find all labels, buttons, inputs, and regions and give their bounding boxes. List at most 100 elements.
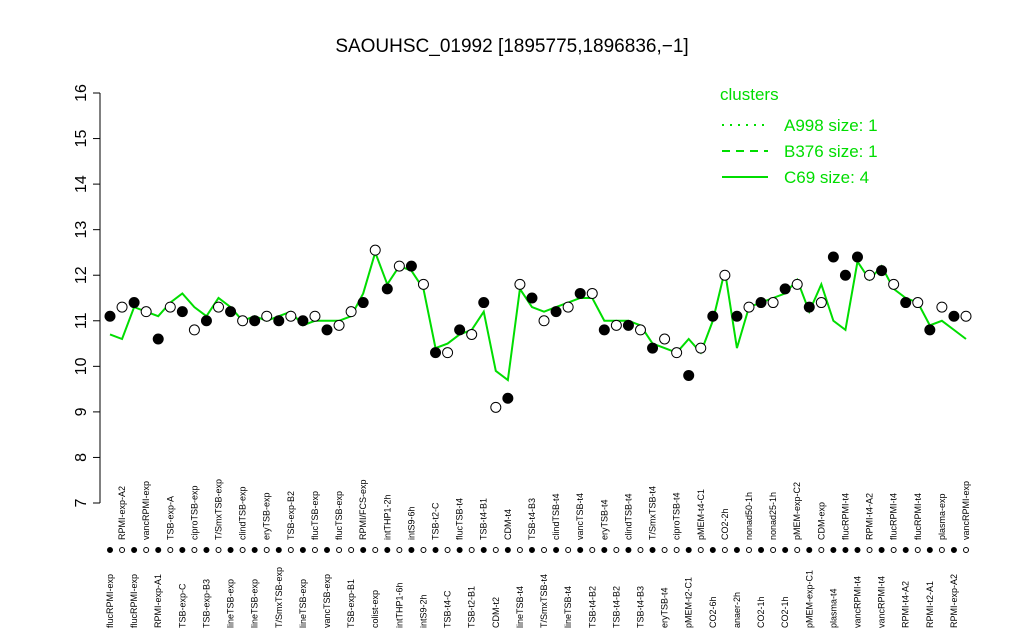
- y-tick-label: 12: [73, 266, 90, 284]
- data-point: [562, 301, 574, 313]
- sample-dot: [432, 547, 439, 553]
- data-point: [454, 324, 466, 336]
- x-tick-label: flucTSB-exp: [334, 491, 344, 540]
- x-tick-label: T/SmxTSB-exp: [274, 567, 284, 628]
- legend-title: clusters: [720, 85, 779, 104]
- x-tick-label: TSB-exp-B2: [286, 491, 296, 540]
- data-point: [683, 369, 695, 381]
- data-point: [647, 342, 659, 354]
- data-point: [393, 260, 405, 272]
- x-tick-label: flucRPMI-t4: [913, 493, 923, 540]
- x-tick-label: pMEM-t2-C1: [684, 577, 694, 628]
- sample-dot: [709, 547, 716, 553]
- x-tick-label: CO2-2h: [720, 508, 730, 540]
- sample-dot: [131, 547, 138, 553]
- data-point: [405, 260, 417, 272]
- x-tick-label: T/SmxTSB-exp: [214, 479, 224, 540]
- x-tick-label: vancTSB-exp: [322, 574, 332, 628]
- data-point: [815, 297, 827, 309]
- data-point: [128, 297, 140, 309]
- x-tick-label: vancRPMI-exp: [141, 481, 151, 540]
- data-point: [574, 287, 586, 299]
- data-point: [152, 333, 164, 345]
- sample-dot: [528, 547, 535, 553]
- data-point: [309, 310, 321, 322]
- sample-dot: [589, 547, 596, 553]
- sample-dot: [372, 547, 379, 553]
- sample-dot: [830, 547, 837, 553]
- sample-dot: [360, 547, 367, 553]
- x-tick-label: CDM-t4: [503, 509, 513, 540]
- sample-dot: [179, 547, 186, 553]
- sample-dot: [818, 547, 825, 553]
- x-tick-label: CO2-1h: [756, 596, 766, 628]
- x-tick-label: vancRPMI-exp: [961, 481, 971, 540]
- x-tick-label: RPMI-exp-A2: [117, 486, 127, 540]
- data-point: [586, 287, 598, 299]
- data-point: [755, 297, 767, 309]
- cluster-line: [109, 249, 967, 382]
- sample-dot: [721, 547, 728, 553]
- sample-dot: [890, 547, 897, 553]
- sample-dot: [287, 547, 294, 553]
- sample-dot: [926, 547, 933, 553]
- data-point: [634, 324, 646, 336]
- data-point: [321, 324, 333, 336]
- data-point: [345, 306, 357, 318]
- x-tick-label: clindTSB-exp: [238, 486, 248, 540]
- data-point: [707, 310, 719, 322]
- x-tick-label: lineTSB-exp: [250, 579, 260, 628]
- sample-dot: [492, 547, 499, 553]
- sample-dot: [119, 547, 126, 553]
- sample-dot: [613, 547, 620, 553]
- data-point: [900, 297, 912, 309]
- data-point: [490, 401, 502, 413]
- data-point: [671, 347, 683, 359]
- data-point: [225, 306, 237, 318]
- x-tick-label: TSB-t4-C: [443, 590, 453, 628]
- chart-title: SAOUHSC_01992 [1895775,1896836,−1]: [335, 36, 688, 57]
- y-tick-label: 14: [73, 175, 90, 193]
- sample-dot: [673, 547, 680, 553]
- sample-dot: [565, 547, 572, 553]
- x-tick-label: anaer-2h: [732, 592, 742, 628]
- x-tick-label: vancTSB-t4: [575, 493, 585, 540]
- data-point: [550, 306, 562, 318]
- x-tick-label: flucRPMI-t4: [840, 493, 850, 540]
- x-tick-label: RPMI-exp-A1: [153, 574, 163, 628]
- x-tick-label: RPMI-t2-A1: [925, 581, 935, 628]
- sample-dot: [625, 547, 632, 553]
- sample-dot: [963, 547, 969, 553]
- data-point: [791, 278, 803, 290]
- x-tick-label: nonad25-1h: [768, 492, 778, 540]
- x-tick-label: plasma-t4: [828, 588, 838, 628]
- data-point: [164, 301, 176, 313]
- x-tick-label: TSB-t2-C: [431, 502, 441, 540]
- sample-dot: [541, 547, 548, 553]
- x-tick-label: clindTSB-t4: [623, 493, 633, 540]
- x-tick-label: TSB-exp-B3: [201, 579, 211, 628]
- y-tick-label: 7: [73, 498, 90, 507]
- y-tick-label: 16: [73, 84, 90, 102]
- data-point: [731, 310, 743, 322]
- x-tick-label: CDM-t2: [491, 597, 501, 628]
- sample-dot: [758, 547, 765, 553]
- data-point: [767, 297, 779, 309]
- data-point: [924, 324, 936, 336]
- sample-dot: [420, 547, 427, 553]
- sample-dot: [782, 547, 789, 553]
- sample-dot: [324, 547, 331, 553]
- y-tick-label: 8: [73, 453, 90, 462]
- data-point: [695, 342, 707, 354]
- data-point: [104, 310, 116, 322]
- sample-dot: [794, 547, 801, 553]
- data-point: [502, 392, 514, 404]
- data-point: [297, 315, 309, 327]
- sample-dot: [348, 547, 355, 553]
- sample-dot: [167, 547, 174, 553]
- x-tick-label: CDM-exp: [816, 502, 826, 540]
- sample-dot: [311, 547, 318, 553]
- data-point: [526, 292, 538, 304]
- x-tick-label: pMEM-exp-C1: [804, 570, 814, 628]
